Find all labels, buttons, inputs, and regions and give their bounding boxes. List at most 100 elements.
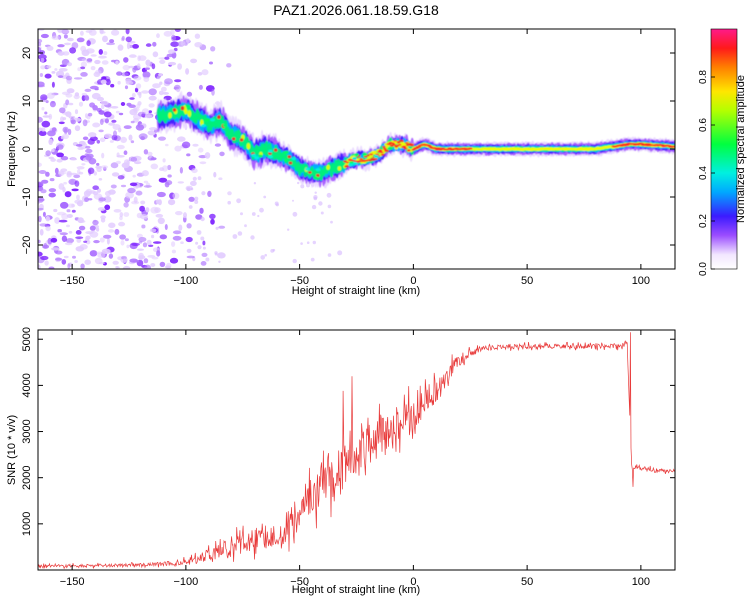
noise-blob [92,122,101,128]
noise-blob [327,253,332,257]
noise-blob [55,250,63,255]
noise-blob [144,264,151,269]
y-tick-label: 2000 [21,465,33,489]
noise-blob [101,60,109,65]
noise-blob [80,263,85,269]
noise-blob [167,174,172,178]
noise-blob [202,240,206,246]
noise-blob [219,151,225,157]
noise-blob [104,204,111,211]
noise-blob [108,222,116,229]
x-tick-label: 50 [521,275,533,287]
noise-blob [101,104,105,110]
noise-blob [148,103,155,108]
noise-blob [71,188,79,192]
noise-blob [110,106,119,109]
noise-blob [166,262,172,269]
noise-blob [214,252,218,256]
noise-blob [214,143,221,147]
noise-blob [44,73,52,79]
colorbar-label: Normalized spectral amplitude [735,75,747,223]
noise-blob [115,60,119,65]
noise-blob [122,265,131,269]
y-tick-label: −10 [21,188,33,207]
noise-blob [63,34,68,39]
noise-blob [72,255,76,259]
noise-blob [69,157,77,161]
noise-blob [58,170,65,177]
noise-blob [113,130,117,137]
noise-blob [41,179,49,184]
noise-blob [211,89,215,96]
ridge-blob [403,147,408,150]
noise-blob [74,125,81,132]
noise-blob [158,73,163,77]
noise-blob [76,238,82,243]
snr-y-axis-label: SNR (10 * v/v) [6,415,18,485]
noise-blob [125,36,132,43]
noise-blob [194,196,199,201]
noise-blob [60,29,70,34]
noise-blob [48,188,57,193]
noise-blob [99,118,104,125]
noise-blob [128,134,133,141]
ridge-blob [337,166,342,171]
noise-blob [104,118,109,124]
noise-blob [73,174,81,179]
noise-blob [207,190,212,197]
noise-blob [237,231,243,236]
noise-blob [274,201,279,206]
noise-blob [61,213,69,220]
noise-blob [63,181,67,185]
noise-blob [165,143,169,147]
ridge-blob [222,124,228,128]
noise-blob [244,224,247,228]
noise-blob [82,136,89,141]
ridge-blob [387,143,392,146]
noise-blob [71,209,76,213]
noise-blob [58,121,65,125]
ridge-blob [359,158,363,160]
noise-blob [65,238,74,244]
noise-blob [154,207,161,214]
noise-blob [79,244,88,250]
noise-blob [130,140,135,144]
noise-blob [125,29,130,35]
noise-blob [89,231,99,238]
noise-blob [134,87,139,93]
noise-blob [59,232,68,236]
noise-blob [138,237,147,242]
noise-blob [218,260,221,263]
noise-blob [159,261,166,267]
ridge-blob [237,129,242,141]
noise-blob [137,248,144,251]
noise-blob [103,111,112,118]
ridge-blob [380,153,385,156]
noise-blob [62,133,69,140]
noise-blob [300,242,303,245]
noise-blob [287,228,290,231]
noise-blob [84,94,89,101]
noise-blob [59,201,69,209]
noise-blob [120,240,125,246]
noise-blob [96,227,100,232]
ridge-blob [393,139,398,142]
noise-blob [93,240,100,244]
noise-blob [168,199,176,206]
noise-blob [146,239,152,246]
noise-blob [105,78,111,86]
noise-blob [112,260,119,265]
noise-blob [50,237,58,243]
x-tick-label: −150 [60,576,85,588]
noise-blob [38,215,42,223]
noise-blob [80,66,86,70]
ridge-blob [184,109,188,115]
noise-blob [77,67,82,72]
noise-blob [85,48,95,54]
ridge-blob [185,104,191,108]
noise-blob [179,167,183,174]
noise-blob [164,224,168,230]
noise-blob [87,167,95,175]
noise-blob [97,188,101,193]
